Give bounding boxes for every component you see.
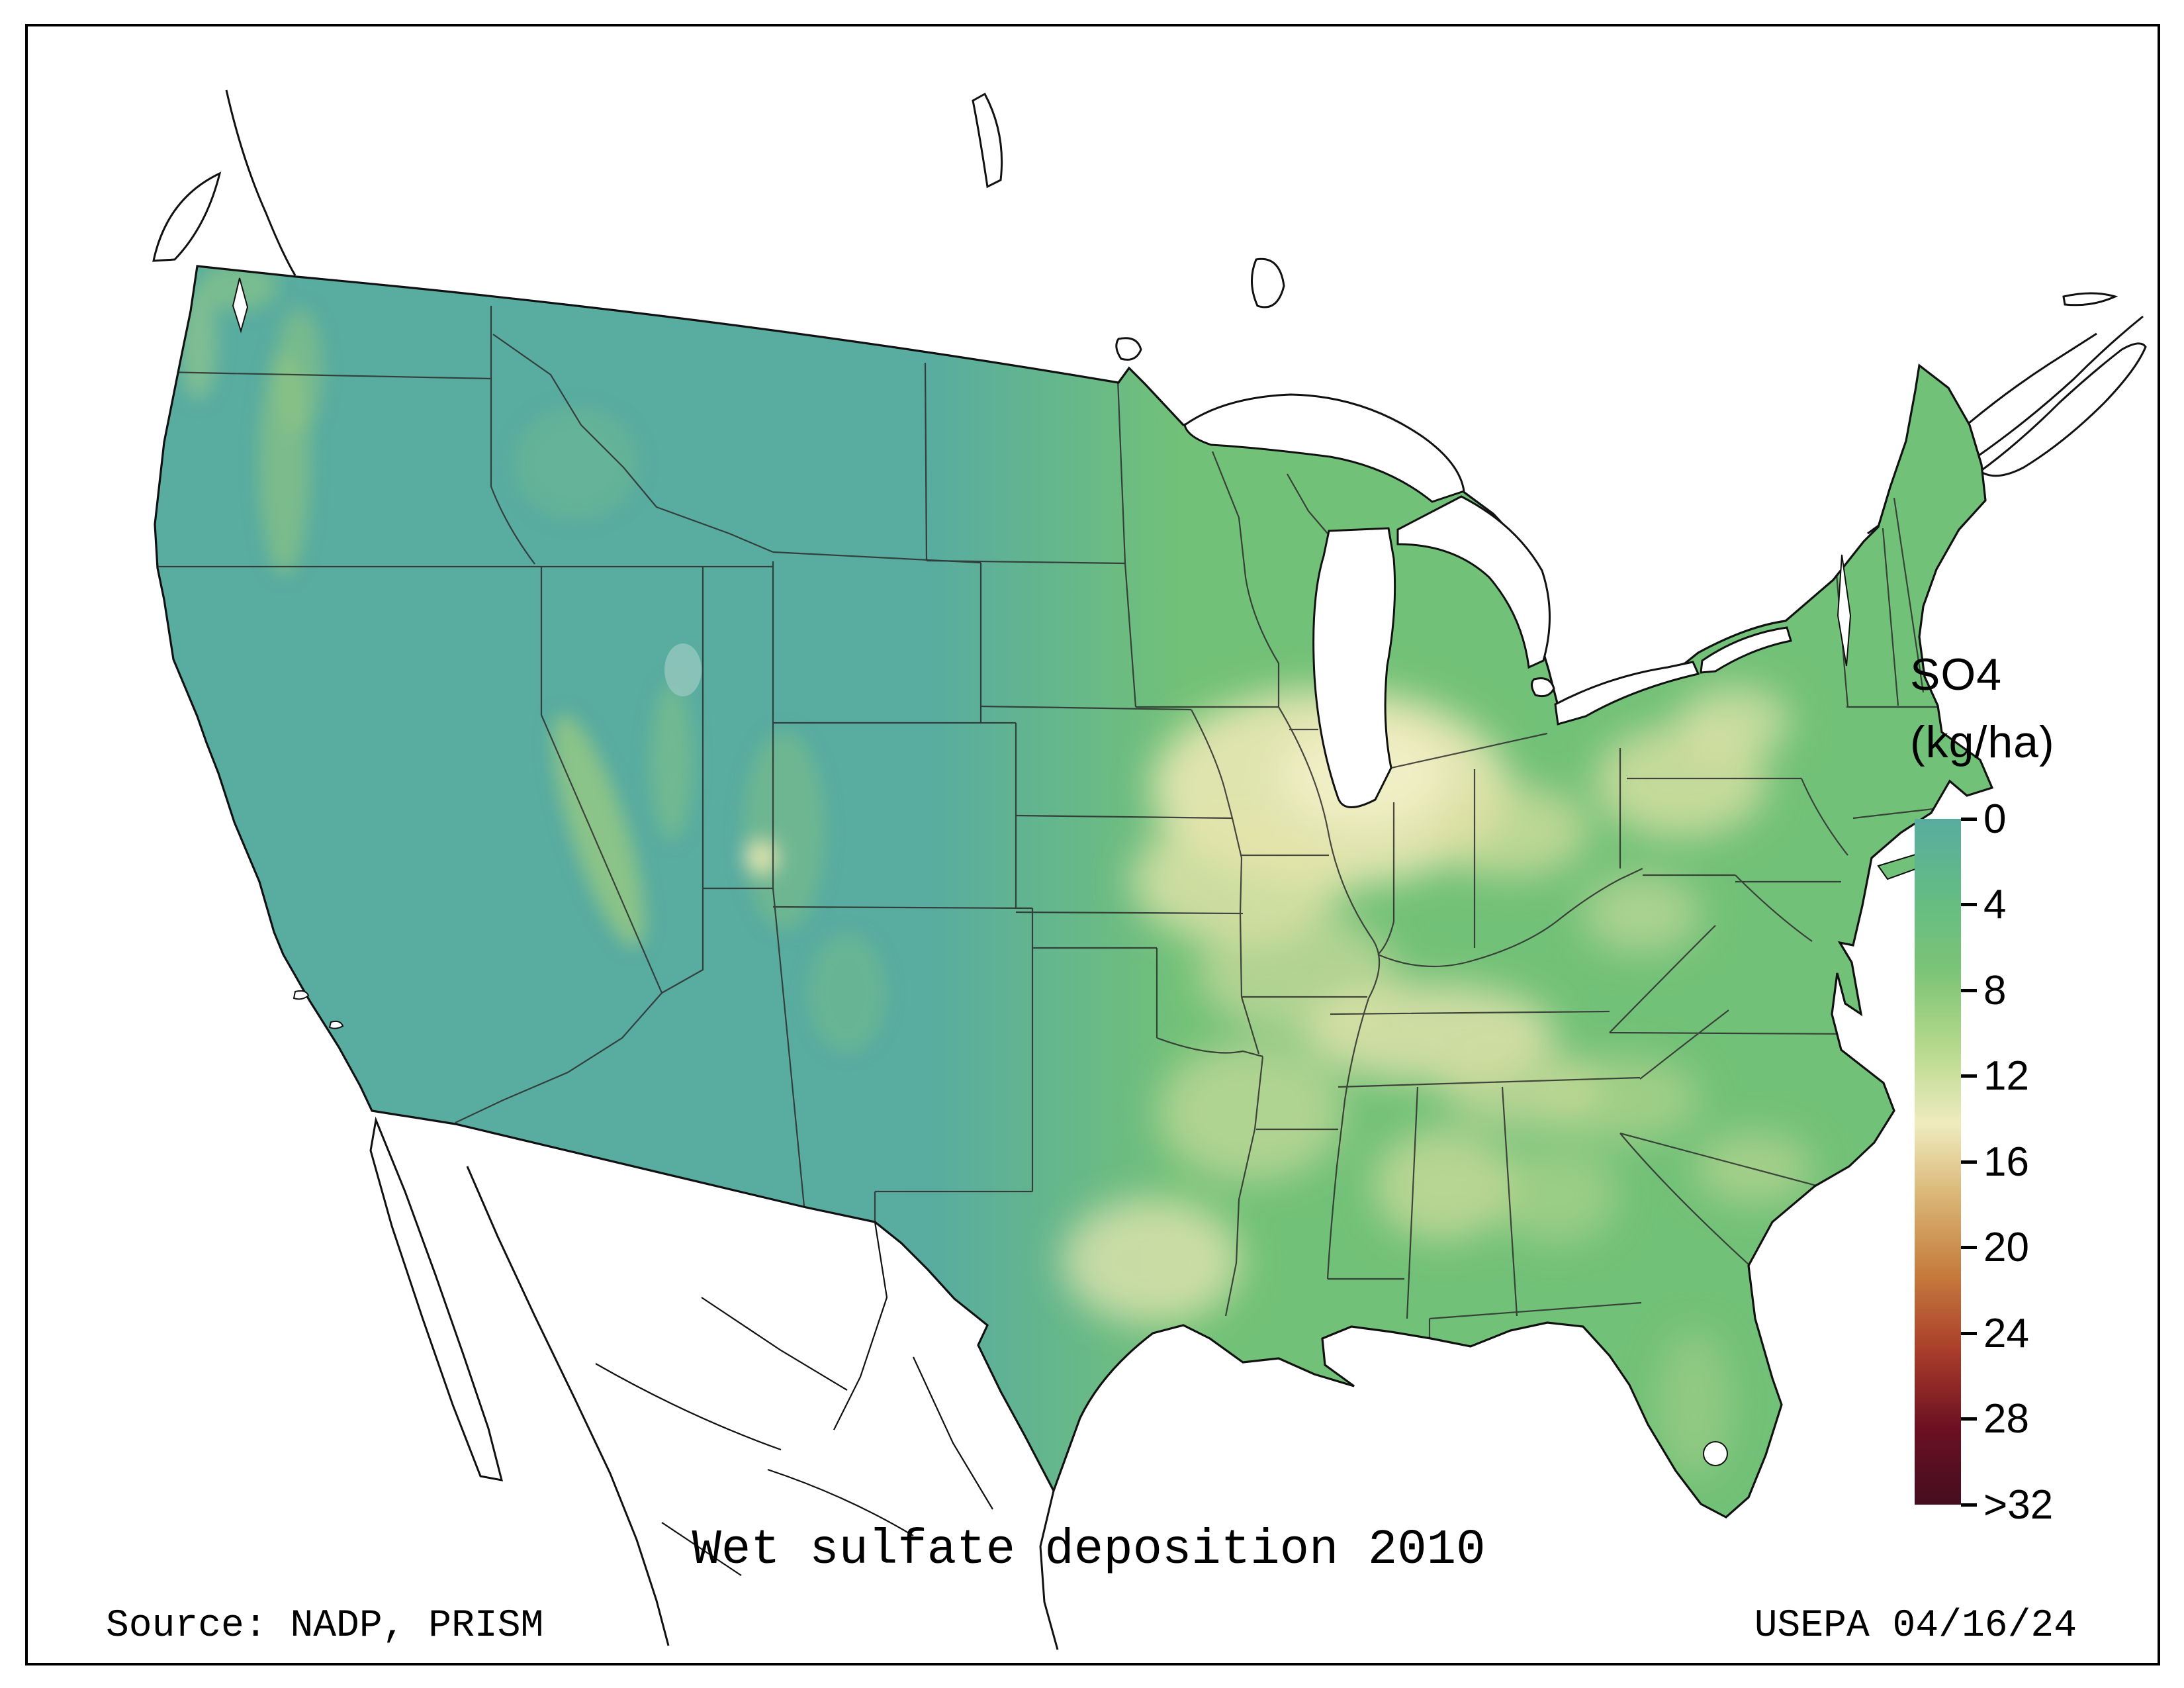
lake-ontario <box>1700 626 1792 674</box>
tick-mark <box>1961 988 1977 992</box>
tick-mark <box>1961 1245 1977 1249</box>
great-lakes <box>232 277 1852 1466</box>
lake-okeechobee <box>1703 1441 1728 1466</box>
legend-title-units: (kg/ha) <box>1910 717 2055 767</box>
tick-label: 8 <box>1983 967 2007 1013</box>
legend-tick: 20 <box>1961 1221 2029 1274</box>
lake-erie <box>1554 661 1700 726</box>
tick-mark <box>1961 1160 1977 1164</box>
puget-sound <box>232 277 249 334</box>
legend-tick: 0 <box>1961 792 2006 845</box>
tick-mark <box>1961 1417 1977 1421</box>
tick-label: 0 <box>1983 796 2007 842</box>
tick-label: 4 <box>1983 881 2007 927</box>
state-borders <box>155 306 1945 1338</box>
source-attribution: Source: NADP, PRISM <box>106 1605 544 1648</box>
tick-mark <box>1961 1074 1977 1078</box>
agency-datestamp: USEPA 04/16/24 <box>1754 1605 2077 1648</box>
legend-tick: 4 <box>1961 878 2006 931</box>
tick-mark <box>1961 1503 1977 1507</box>
terrain-accents <box>180 266 887 1053</box>
page-border-frame <box>25 24 2160 1665</box>
tick-mark <box>1961 902 1977 906</box>
tick-label: 28 <box>1983 1395 2029 1442</box>
legend-tick: >32 <box>1961 1478 2053 1531</box>
mexico-outline <box>369 1116 1059 1650</box>
map-title: Wet sulfate deposition 2010 <box>692 1523 1486 1578</box>
deposition-hotspots <box>1062 685 1813 1476</box>
lake-michigan <box>1312 527 1396 808</box>
tick-label: 12 <box>1983 1053 2029 1099</box>
legend-tick: 16 <box>1961 1135 2029 1188</box>
legend-tick: 24 <box>1961 1307 2029 1360</box>
legend-tick: 8 <box>1961 964 2006 1017</box>
canada-outline <box>152 89 2147 535</box>
legend-tick: 28 <box>1961 1392 2029 1445</box>
tick-mark <box>1961 1331 1977 1335</box>
lake-champlain <box>1837 554 1852 667</box>
great-salt-lake <box>664 643 702 696</box>
legend-tick: 12 <box>1961 1049 2029 1102</box>
colorbar <box>1915 819 1961 1505</box>
tick-label: 20 <box>1983 1224 2029 1270</box>
lake-st-clair <box>1531 677 1555 698</box>
legend-title: SO4 (kg/ha) <box>1910 641 2055 776</box>
tick-label: >32 <box>1983 1481 2054 1528</box>
tick-label: 24 <box>1983 1310 2029 1356</box>
tick-label: 16 <box>1983 1139 2029 1185</box>
lake-superior <box>1183 393 1465 503</box>
legend-title-variable: SO4 <box>1910 649 2003 700</box>
lake-huron <box>1396 495 1551 669</box>
tick-mark <box>1961 817 1977 821</box>
